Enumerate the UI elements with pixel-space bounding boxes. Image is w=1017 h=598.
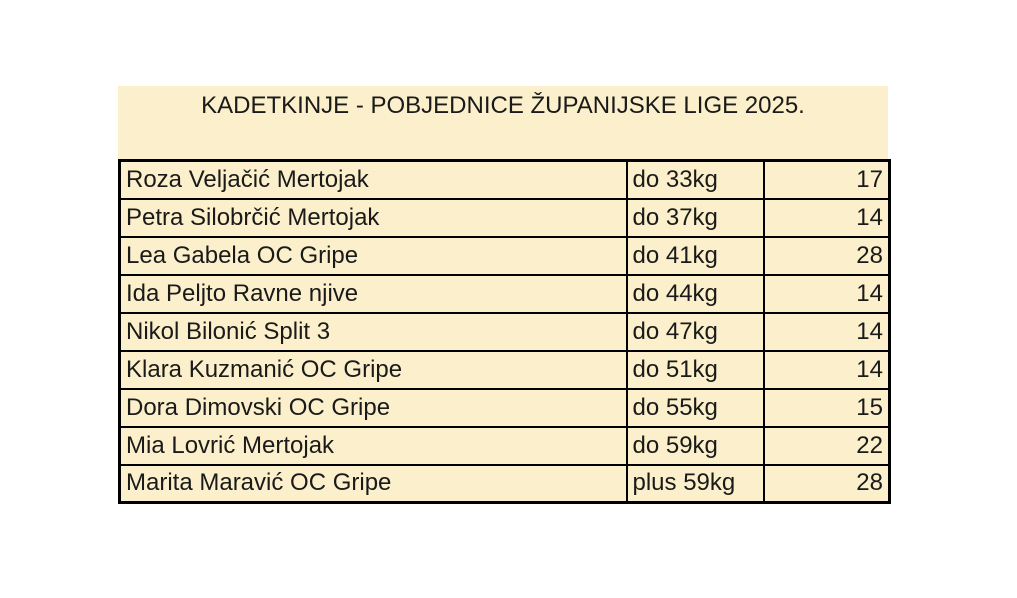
table-row: Mia Lovrić Mertojak do 59kg 22 xyxy=(118,425,891,466)
competitor-name: Lea Gabela OC Gripe xyxy=(118,235,628,276)
points-value: 22 xyxy=(762,425,891,466)
table-row: Ida Peljto Ravne njive do 44kg 14 xyxy=(118,273,891,314)
weight-category: do 44kg xyxy=(625,273,765,314)
weight-category: do 55kg xyxy=(625,387,765,428)
competitor-name: Dora Dimovski OC Gripe xyxy=(118,387,628,428)
competitor-name: Petra Silobrčić Mertojak xyxy=(118,197,628,238)
results-table: Roza Veljačić Mertojak do 33kg 17 Petra … xyxy=(118,159,891,504)
table-row: Nikol Bilonić Split 3 do 47kg 14 xyxy=(118,311,891,352)
competitor-name: Nikol Bilonić Split 3 xyxy=(118,311,628,352)
weight-category: do 41kg xyxy=(625,235,765,276)
weight-category: do 47kg xyxy=(625,311,765,352)
points-value: 28 xyxy=(762,235,891,276)
points-value: 14 xyxy=(762,311,891,352)
weight-category: plus 59kg xyxy=(625,463,765,504)
table-row: Roza Veljačić Mertojak do 33kg 17 xyxy=(118,159,891,200)
points-value: 15 xyxy=(762,387,891,428)
competitor-name: Roza Veljačić Mertojak xyxy=(118,159,628,200)
table-row: Klara Kuzmanić OC Gripe do 51kg 14 xyxy=(118,349,891,390)
page-title: KADETKINJE - POBJEDNICE ŽUPANIJSKE LIGE … xyxy=(201,92,805,119)
table-row: Dora Dimovski OC Gripe do 55kg 15 xyxy=(118,387,891,428)
weight-category: do 59kg xyxy=(625,425,765,466)
competitor-name: Mia Lovrić Mertojak xyxy=(118,425,628,466)
competitor-name: Ida Peljto Ravne njive xyxy=(118,273,628,314)
points-value: 28 xyxy=(762,463,891,504)
points-value: 14 xyxy=(762,349,891,390)
points-value: 17 xyxy=(762,159,891,200)
weight-category: do 33kg xyxy=(625,159,765,200)
weight-category: do 37kg xyxy=(625,197,765,238)
table-row: Lea Gabela OC Gripe do 41kg 28 xyxy=(118,235,891,276)
table-row: Petra Silobrčić Mertojak do 37kg 14 xyxy=(118,197,891,238)
competitor-name: Klara Kuzmanić OC Gripe xyxy=(118,349,628,390)
competitor-name: Marita Maravić OC Gripe xyxy=(118,463,628,504)
table-row: Marita Maravić OC Gripe plus 59kg 28 xyxy=(118,463,891,504)
weight-category: do 51kg xyxy=(625,349,765,390)
title-block: KADETKINJE - POBJEDNICE ŽUPANIJSKE LIGE … xyxy=(118,86,888,159)
points-value: 14 xyxy=(762,197,891,238)
points-value: 14 xyxy=(762,273,891,314)
results-sheet: KADETKINJE - POBJEDNICE ŽUPANIJSKE LIGE … xyxy=(118,86,891,504)
